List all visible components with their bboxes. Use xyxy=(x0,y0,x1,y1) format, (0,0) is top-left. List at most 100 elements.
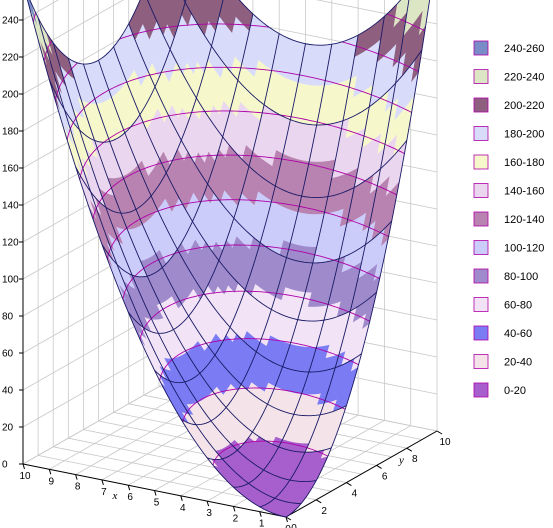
legend-swatch xyxy=(473,240,489,255)
legend-label: 20-40 xyxy=(504,357,532,369)
x-tick-label: 9 xyxy=(49,476,55,487)
surface-patch xyxy=(147,0,154,8)
legend-label: 240-260 xyxy=(504,43,544,55)
y-tick-mark xyxy=(285,516,292,521)
x-tick-label: 4 xyxy=(180,503,186,514)
contour-line xyxy=(54,23,419,101)
legend-swatch xyxy=(473,183,489,198)
y-tick-label: 8 xyxy=(412,454,418,465)
contour-line xyxy=(122,244,380,300)
wall-grid-line xyxy=(22,377,175,465)
x-tick-label: 2 xyxy=(233,513,239,524)
y-tick-mark xyxy=(406,447,413,452)
z-tick-label: 0 xyxy=(2,460,8,471)
x-tick-label: 3 xyxy=(206,508,212,519)
x-tick-label: 1 xyxy=(259,519,265,528)
x-tick-mark xyxy=(180,495,183,501)
z-tick-label: 20 xyxy=(2,423,14,434)
x-tick-mark xyxy=(127,485,131,491)
x-tick-mark xyxy=(48,469,52,475)
x-tick-mark xyxy=(232,506,236,512)
x-tick-label: 7 xyxy=(101,487,107,498)
x-tick-mark xyxy=(75,474,78,480)
legend-swatch xyxy=(473,40,489,56)
mesh-line-x xyxy=(29,0,141,65)
x-tick-mark xyxy=(101,479,104,486)
z-tick-label: 80 xyxy=(2,312,14,323)
mesh-line-x xyxy=(127,33,280,334)
legend-label: 60-80 xyxy=(504,300,532,312)
x-tick-label: 10 xyxy=(19,471,31,482)
legend-label: 220-240 xyxy=(504,72,544,84)
y-tick-label: 0 xyxy=(291,523,297,528)
z-tick-label: 120 xyxy=(2,238,19,249)
y-tick-mark xyxy=(436,430,443,435)
legend-swatch xyxy=(473,126,489,141)
y-tick-mark xyxy=(315,499,322,504)
surface xyxy=(26,0,431,518)
z-tick-label: 180 xyxy=(2,127,19,138)
y-tick-mark xyxy=(346,482,352,487)
x-tick-mark xyxy=(22,463,25,470)
y-tick-label: 4 xyxy=(352,489,358,500)
legend-label: 180-200 xyxy=(504,129,544,141)
y-tick-label: 10 xyxy=(439,437,451,448)
legend-swatch xyxy=(473,325,489,341)
mesh-line-y xyxy=(128,23,393,264)
x-tick-mark xyxy=(154,490,157,496)
x-tick-mark xyxy=(206,500,210,507)
z-tick-label: 100 xyxy=(2,275,19,286)
mesh-line-y xyxy=(147,0,408,199)
x-tick-label: 0 xyxy=(285,524,291,528)
contour-line xyxy=(139,290,370,340)
z-tick-label: 40 xyxy=(2,386,14,397)
z-tick-label: 140 xyxy=(2,201,19,212)
x-tick-mark xyxy=(259,511,262,517)
mesh-line-x xyxy=(101,13,254,278)
legend-swatch xyxy=(473,154,489,170)
mesh-line-y xyxy=(98,60,362,373)
legend-label: 140-160 xyxy=(504,186,544,198)
contour-line xyxy=(212,440,329,466)
legend-label: 80-100 xyxy=(504,271,538,283)
legend-label: 0-20 xyxy=(504,385,526,397)
legend-label: 120-140 xyxy=(504,214,544,226)
z-tick-label: 160 xyxy=(2,164,19,175)
contour-line xyxy=(43,13,426,62)
z-tick-label: 220 xyxy=(2,53,19,64)
x-tick-label: 6 xyxy=(127,492,133,503)
y-tick-mark xyxy=(376,464,382,469)
x-axis-label: x xyxy=(112,490,118,502)
contour-line xyxy=(92,154,398,220)
axes: 0123456789100246810020406080100120140160… xyxy=(2,0,451,528)
x-tick-label: 5 xyxy=(154,498,160,509)
mesh-line-y xyxy=(183,0,423,126)
legend-swatch xyxy=(473,297,489,312)
y-tick-label: 2 xyxy=(321,506,327,517)
legend-label: 40-60 xyxy=(504,328,532,340)
x-tick-label: 8 xyxy=(75,482,81,493)
legend-swatch xyxy=(473,211,489,227)
mesh-line-y xyxy=(238,0,402,46)
legend-swatch xyxy=(473,268,489,284)
legend: 240-260 220-240 200-220 180-200 160-180 140-1… xyxy=(473,40,544,398)
legend-label: 160-180 xyxy=(504,157,544,169)
y-axis-label: y xyxy=(398,454,404,466)
y-axis-line xyxy=(285,430,438,518)
z-tick-label: 200 xyxy=(2,90,19,101)
contour-line xyxy=(79,110,405,180)
contour-line xyxy=(106,199,389,260)
mesh-line-x xyxy=(75,0,224,214)
mesh-line-y xyxy=(113,46,377,322)
contour-line xyxy=(182,387,346,423)
legend-swatch xyxy=(473,97,489,113)
mesh-line-x xyxy=(48,0,187,143)
z-tick-label: 240 xyxy=(2,16,19,27)
z-tick-label: 60 xyxy=(2,349,14,360)
legend-label: 100-120 xyxy=(504,243,544,255)
wall-grid-line xyxy=(22,0,59,21)
x-tick-mark xyxy=(285,516,288,523)
legend-label: 200-220 xyxy=(504,100,544,112)
legend-swatch xyxy=(473,69,489,84)
